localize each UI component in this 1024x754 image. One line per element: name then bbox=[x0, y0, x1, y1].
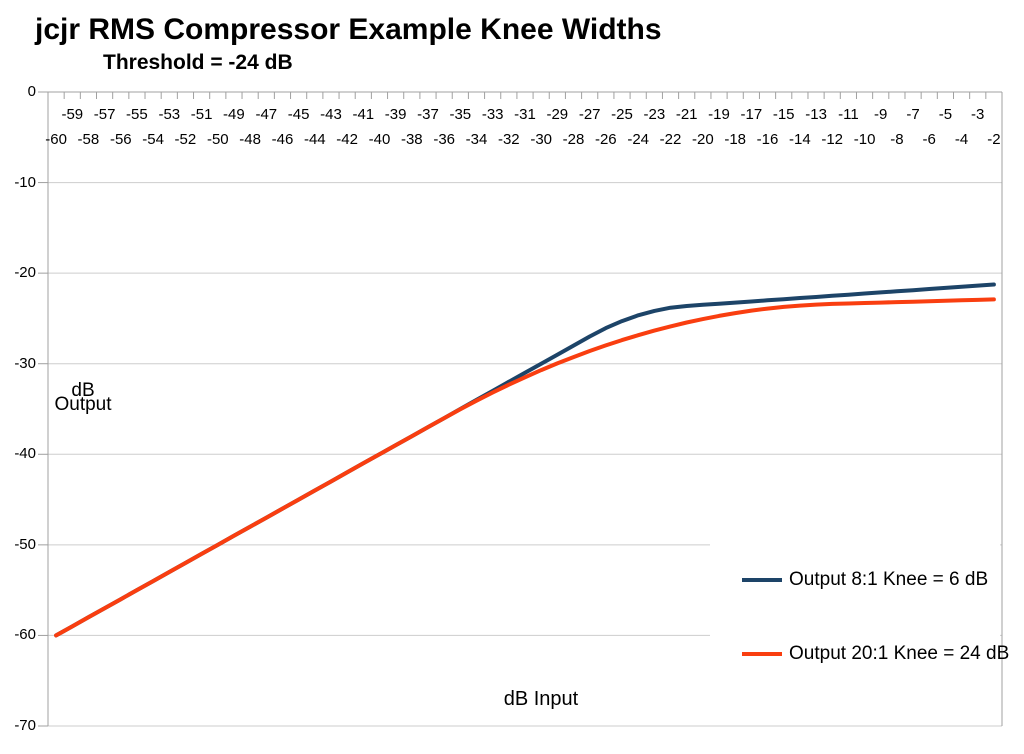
x-tick-label: -58 bbox=[77, 131, 100, 148]
x-tick-label: -2 bbox=[987, 131, 1001, 148]
y-tick-label: -20 bbox=[14, 264, 36, 282]
x-tick-label: -33 bbox=[481, 106, 504, 123]
x-tick-label: -43 bbox=[320, 106, 342, 123]
x-tick-label: -48 bbox=[239, 131, 261, 148]
x-tick-label: -36 bbox=[433, 131, 456, 148]
x-tick-label: -15 bbox=[772, 106, 795, 123]
x-tick-label: -44 bbox=[303, 131, 326, 148]
x-tick-label: -30 bbox=[530, 131, 553, 148]
x-tick-label: -56 bbox=[109, 131, 132, 148]
chart-title: jcjr RMS Compressor Example Knee Widths bbox=[35, 13, 662, 46]
x-tick-label: -10 bbox=[853, 131, 876, 148]
chart-subtitle: Threshold = -24 dB bbox=[103, 51, 293, 74]
x-tick-label: -34 bbox=[465, 131, 488, 148]
x-tick-label: -53 bbox=[158, 106, 181, 123]
x-tick-label: -7 bbox=[906, 106, 920, 123]
y-tick-label: -30 bbox=[14, 354, 36, 372]
x-tick-label: -49 bbox=[223, 106, 245, 123]
x-tick-label: -20 bbox=[692, 131, 714, 148]
legend-item: Output 8:1 Knee = 6 dB bbox=[742, 569, 988, 591]
x-tick-label: -24 bbox=[627, 131, 650, 148]
x-tick-label: -13 bbox=[805, 106, 827, 123]
x-tick-label: -6 bbox=[922, 131, 936, 148]
x-tick-label: -45 bbox=[287, 106, 310, 123]
x-tick-label: -51 bbox=[190, 106, 213, 123]
x-tick-label: -25 bbox=[611, 106, 633, 123]
y-axis-title: dB Output bbox=[52, 380, 114, 415]
x-tick-label: -5 bbox=[938, 106, 953, 123]
x-tick-label: -47 bbox=[255, 106, 278, 123]
x-tick-label: -21 bbox=[675, 106, 698, 123]
x-tick-label: -60 bbox=[45, 131, 67, 148]
x-tick-label: -19 bbox=[708, 106, 730, 123]
x-tick-label: -9 bbox=[874, 106, 888, 123]
x-tick-label: -37 bbox=[417, 106, 439, 123]
x-tick-label: -4 bbox=[954, 131, 969, 148]
legend-swatch bbox=[742, 652, 782, 656]
y-tick-label: -10 bbox=[14, 173, 36, 191]
x-tick-label: -12 bbox=[821, 131, 844, 148]
x-axis-title: dB Input bbox=[503, 688, 579, 710]
legend-label: Output 8:1 Knee = 6 dB bbox=[789, 569, 989, 590]
x-tick-label: -26 bbox=[594, 131, 617, 148]
x-tick-label: -57 bbox=[93, 106, 116, 123]
x-tick-label: -32 bbox=[497, 131, 520, 148]
series-line-2 bbox=[54, 297, 996, 638]
y-tick-label: -60 bbox=[14, 626, 36, 644]
x-tick-label: -27 bbox=[578, 106, 601, 123]
y-axis-title-line1: dB bbox=[71, 380, 95, 401]
x-tick-label: -46 bbox=[271, 131, 294, 148]
x-tick-label: -55 bbox=[126, 106, 148, 123]
x-tick-label: -41 bbox=[352, 106, 375, 123]
x-tick-label: -16 bbox=[756, 131, 779, 148]
x-tick-label: -50 bbox=[206, 131, 229, 148]
x-tick-label: -3 bbox=[971, 106, 985, 123]
y-tick-label: -40 bbox=[14, 445, 36, 463]
legend-swatch bbox=[742, 578, 782, 582]
y-tick-label: -70 bbox=[14, 717, 36, 734]
x-tick-label: -22 bbox=[659, 131, 682, 148]
x-tick-label: -29 bbox=[546, 106, 569, 123]
x-tick-label: -14 bbox=[789, 131, 811, 148]
y-tick-label: -50 bbox=[14, 535, 36, 553]
y-tick-label: 0 bbox=[27, 83, 36, 100]
x-tick-label: -23 bbox=[643, 106, 666, 123]
x-tick-label: -52 bbox=[174, 131, 197, 148]
x-tick-label: -59 bbox=[61, 106, 84, 123]
x-tick-label: -54 bbox=[142, 131, 164, 148]
x-tick-label: -35 bbox=[449, 106, 472, 123]
x-tick-label: -11 bbox=[838, 106, 859, 123]
x-tick-label: -40 bbox=[368, 131, 391, 148]
x-tick-label: -31 bbox=[514, 106, 536, 123]
x-tick-label: -39 bbox=[384, 106, 407, 123]
x-tick-label: -17 bbox=[740, 106, 763, 123]
legend-label: Output 20:1 Knee = 24 dB bbox=[789, 643, 1010, 664]
y-axis-title-line2: Output bbox=[54, 394, 112, 415]
x-tick-label: -8 bbox=[890, 131, 904, 148]
legend-item: Output 20:1 Knee = 24 dB bbox=[742, 643, 1009, 665]
x-tick-label: -28 bbox=[562, 131, 585, 148]
x-tick-label: -42 bbox=[336, 131, 358, 148]
x-tick-label: -38 bbox=[400, 131, 423, 148]
legend: Output 8:1 Knee = 6 dB Output 20:1 Knee … bbox=[710, 538, 1009, 686]
x-tick-label: -18 bbox=[724, 131, 747, 148]
